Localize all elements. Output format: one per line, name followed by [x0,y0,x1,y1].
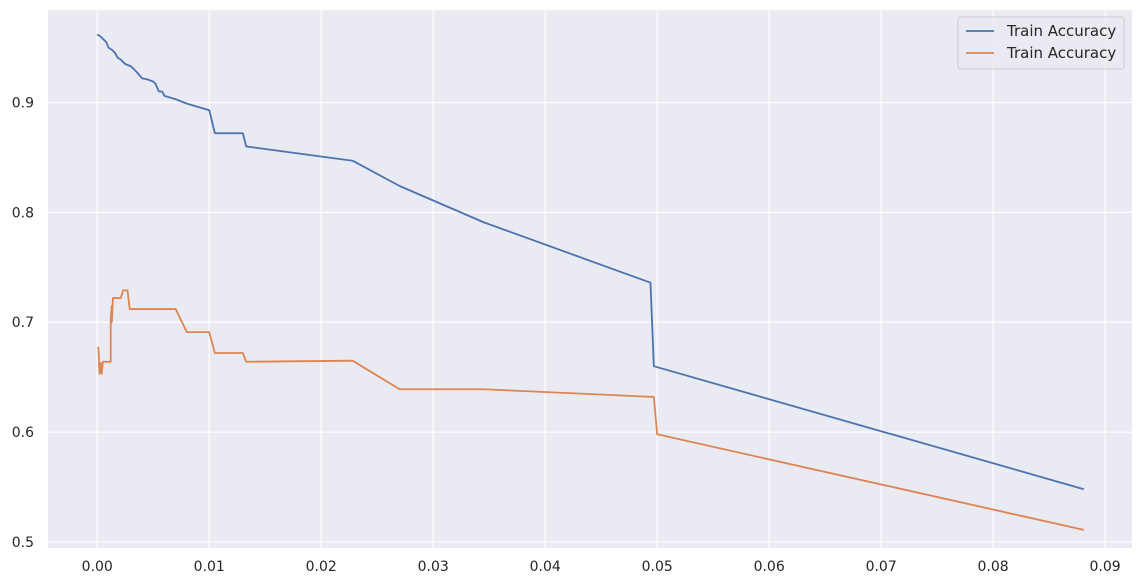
y-tick-label: 0.6 [12,425,34,441]
legend-label: Train Accuracy [1006,22,1116,40]
x-tick-label: 0.07 [866,559,897,575]
legend-box [957,16,1125,70]
series-line-1 [97,289,1085,531]
x-tick-label: 0.05 [642,559,673,575]
y-tick-label: 0.8 [12,205,34,221]
x-tick-label: 0.06 [754,559,785,575]
x-axis-ticks: 0.00 0.01 0.02 0.03 0.04 0.05 0.06 0.07 0.08 0.09 [82,559,1121,575]
grid-lines [48,10,1132,548]
x-tick-label: 0.00 [82,559,113,575]
legend: Train Accuracy Train Accuracy [957,16,1125,70]
legend-label: Train Accuracy [1006,44,1116,62]
series-lines [96,33,1085,531]
y-tick-label: 0.9 [12,96,34,112]
y-tick-label: 0.5 [12,535,34,551]
plot-background [48,10,1132,548]
x-tick-label: 0.04 [530,559,561,575]
series-line-0 [96,33,1085,491]
x-tick-label: 0.03 [418,559,449,575]
x-tick-label: 0.08 [978,559,1009,575]
y-tick-label: 0.7 [12,315,34,331]
x-tick-label: 0.02 [306,559,337,575]
y-axis-ticks: 0.5 0.6 0.7 0.8 0.9 [12,96,34,551]
x-tick-label: 0.09 [1090,559,1121,575]
x-tick-label: 0.01 [194,559,225,575]
